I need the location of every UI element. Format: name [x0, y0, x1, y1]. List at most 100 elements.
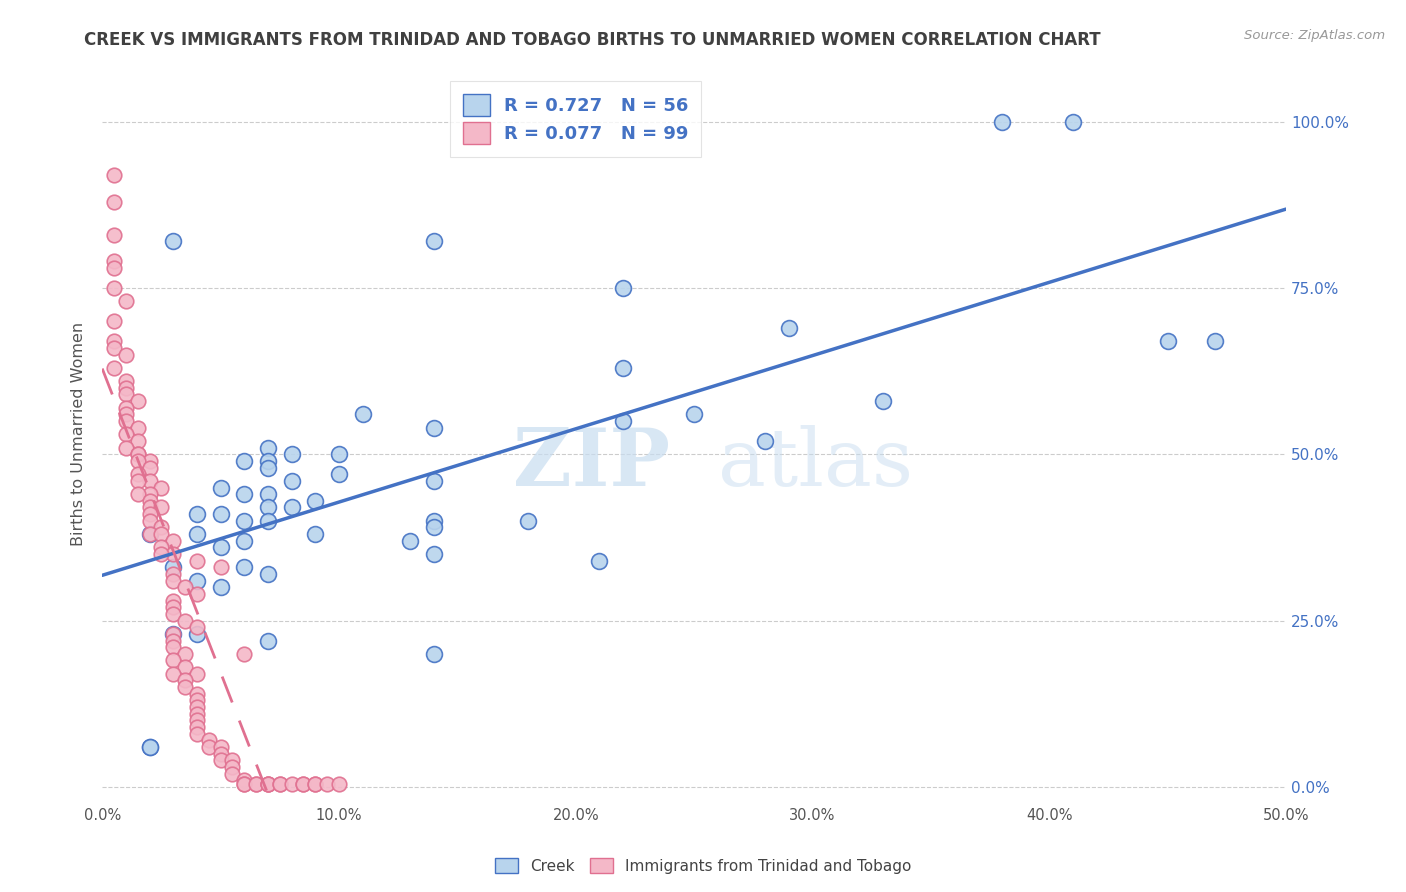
- Point: [209, 739, 232, 754]
- Point: [257, 776, 280, 790]
- Point: [138, 527, 160, 541]
- Text: ZIP: ZIP: [513, 425, 671, 502]
- Point: [257, 487, 280, 501]
- Point: [280, 447, 302, 461]
- Point: [257, 500, 280, 515]
- Point: [422, 520, 444, 534]
- Point: [352, 408, 374, 422]
- Point: [257, 441, 280, 455]
- Point: [292, 776, 315, 790]
- Point: [280, 776, 302, 790]
- Point: [162, 653, 184, 667]
- Point: [186, 706, 208, 721]
- Point: [257, 567, 280, 582]
- Point: [162, 640, 184, 655]
- Point: [103, 168, 125, 182]
- Point: [127, 454, 149, 468]
- Point: [186, 587, 208, 601]
- Point: [138, 739, 160, 754]
- Legend: Creek, Immigrants from Trinidad and Tobago: Creek, Immigrants from Trinidad and Toba…: [489, 852, 917, 880]
- Point: [683, 408, 706, 422]
- Point: [221, 766, 243, 780]
- Point: [138, 474, 160, 488]
- Legend: R = 0.727   N = 56, R = 0.077   N = 99: R = 0.727 N = 56, R = 0.077 N = 99: [450, 81, 702, 157]
- Point: [103, 261, 125, 276]
- Point: [127, 447, 149, 461]
- Point: [115, 374, 138, 388]
- Point: [422, 647, 444, 661]
- Point: [233, 776, 256, 790]
- Point: [221, 753, 243, 767]
- Point: [138, 493, 160, 508]
- Point: [209, 560, 232, 574]
- Point: [162, 607, 184, 621]
- Point: [162, 633, 184, 648]
- Point: [186, 700, 208, 714]
- Point: [280, 500, 302, 515]
- Point: [197, 733, 219, 747]
- Point: [115, 294, 138, 309]
- Point: [186, 666, 208, 681]
- Point: [103, 334, 125, 349]
- Point: [186, 726, 208, 740]
- Point: [162, 666, 184, 681]
- Point: [174, 614, 197, 628]
- Point: [186, 627, 208, 641]
- Point: [257, 514, 280, 528]
- Point: [778, 321, 800, 335]
- Point: [197, 739, 219, 754]
- Point: [257, 633, 280, 648]
- Point: [138, 460, 160, 475]
- Point: [1156, 334, 1178, 349]
- Point: [186, 687, 208, 701]
- Point: [115, 347, 138, 361]
- Point: [612, 414, 634, 428]
- Point: [103, 360, 125, 375]
- Point: [162, 547, 184, 561]
- Point: [150, 541, 173, 555]
- Point: [115, 441, 138, 455]
- Point: [103, 227, 125, 242]
- Point: [257, 776, 280, 790]
- Point: [1062, 114, 1084, 128]
- Point: [612, 360, 634, 375]
- Point: [162, 574, 184, 588]
- Point: [233, 560, 256, 574]
- Point: [186, 527, 208, 541]
- Point: [612, 281, 634, 295]
- Point: [233, 514, 256, 528]
- Point: [115, 414, 138, 428]
- Point: [103, 194, 125, 209]
- Point: [138, 527, 160, 541]
- Point: [233, 647, 256, 661]
- Point: [186, 507, 208, 521]
- Point: [186, 693, 208, 707]
- Y-axis label: Births to Unmarried Women: Births to Unmarried Women: [72, 322, 86, 547]
- Point: [162, 235, 184, 249]
- Point: [304, 776, 326, 790]
- Point: [269, 776, 291, 790]
- Point: [127, 447, 149, 461]
- Point: [517, 514, 540, 528]
- Point: [422, 420, 444, 434]
- Point: [209, 753, 232, 767]
- Point: [754, 434, 776, 448]
- Point: [174, 647, 197, 661]
- Point: [103, 281, 125, 295]
- Point: [304, 493, 326, 508]
- Point: [150, 500, 173, 515]
- Point: [162, 600, 184, 615]
- Point: [115, 401, 138, 415]
- Point: [127, 394, 149, 409]
- Point: [127, 420, 149, 434]
- Point: [162, 593, 184, 607]
- Point: [422, 235, 444, 249]
- Point: [422, 514, 444, 528]
- Point: [162, 627, 184, 641]
- Point: [872, 394, 894, 409]
- Point: [209, 580, 232, 594]
- Point: [209, 507, 232, 521]
- Point: [209, 747, 232, 761]
- Point: [174, 673, 197, 688]
- Point: [115, 427, 138, 442]
